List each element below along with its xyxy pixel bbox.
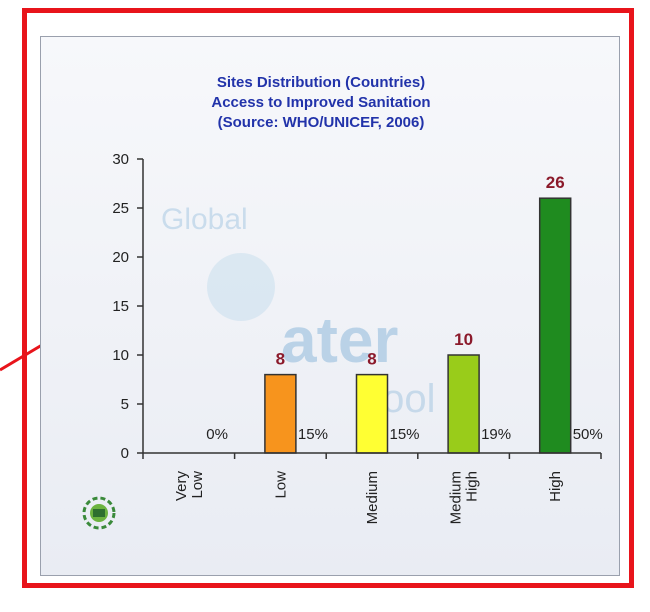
chart-title-line-2: Access to Improved Sanitation	[211, 94, 430, 111]
percent-label: 0%	[206, 426, 228, 443]
y-tick-label: 5	[121, 396, 129, 413]
value-label: 8	[367, 350, 376, 369]
value-label: 26	[546, 173, 565, 192]
y-tick-label: 20	[112, 249, 129, 266]
x-tick-label-line: Low	[189, 471, 206, 499]
value-label: 10	[454, 330, 473, 349]
watermark-ater: ater	[281, 304, 398, 376]
chart-title: Sites Distribution (Countries) Access to …	[211, 74, 430, 131]
x-tick-label: High	[547, 471, 564, 502]
x-axis: Very Low Low Medium Medium High High	[142, 452, 602, 524]
x-tick-label-line: High	[547, 471, 564, 502]
pointer-line	[0, 343, 43, 372]
y-tick-label: 10	[112, 347, 129, 364]
x-tick-label: Medium	[364, 471, 381, 524]
y-tick-label: 25	[112, 200, 129, 217]
x-tick-label: Very Low	[173, 471, 206, 502]
x-tick-label-line: Medium	[448, 471, 465, 524]
chart-title-line-1: Sites Distribution (Countries)	[217, 74, 425, 91]
x-tick-label-line: Very	[173, 471, 190, 502]
x-tick-label-line: Low	[272, 471, 289, 499]
bar-1	[264, 373, 297, 454]
x-tick-label: Medium High	[448, 471, 481, 524]
chart-slide: Global ater tool Sites Distribution (Cou…	[40, 36, 620, 576]
y-tick-label: 30	[112, 151, 129, 168]
logo-icon	[82, 496, 116, 530]
percent-label: 50%	[573, 426, 603, 443]
bar-2	[355, 373, 389, 454]
bar-chart: Global ater tool Sites Distribution (Cou…	[82, 74, 603, 530]
x-tick-label-line: High	[464, 471, 481, 502]
watermark-global: Global	[161, 203, 248, 236]
bar-3	[447, 354, 480, 454]
y-tick-label: 15	[112, 298, 129, 315]
percent-label: 19%	[481, 426, 511, 443]
x-tick-label: Low	[272, 471, 289, 499]
chart-title-line-3: (Source: WHO/UNICEF, 2006)	[218, 114, 425, 131]
bars: 0% 8 15% 8 15% 10 19% 26 50%	[206, 173, 603, 454]
x-tick-label-line: Medium	[364, 471, 381, 524]
percent-label: 15%	[390, 426, 420, 443]
y-tick-label: 0	[121, 445, 129, 462]
watermark: Global ater tool	[161, 203, 436, 421]
percent-label: 15%	[298, 426, 328, 443]
y-axis: 0 5 10 15 20 25 30	[112, 151, 144, 462]
value-label: 8	[276, 350, 285, 369]
bar-4	[538, 197, 572, 454]
